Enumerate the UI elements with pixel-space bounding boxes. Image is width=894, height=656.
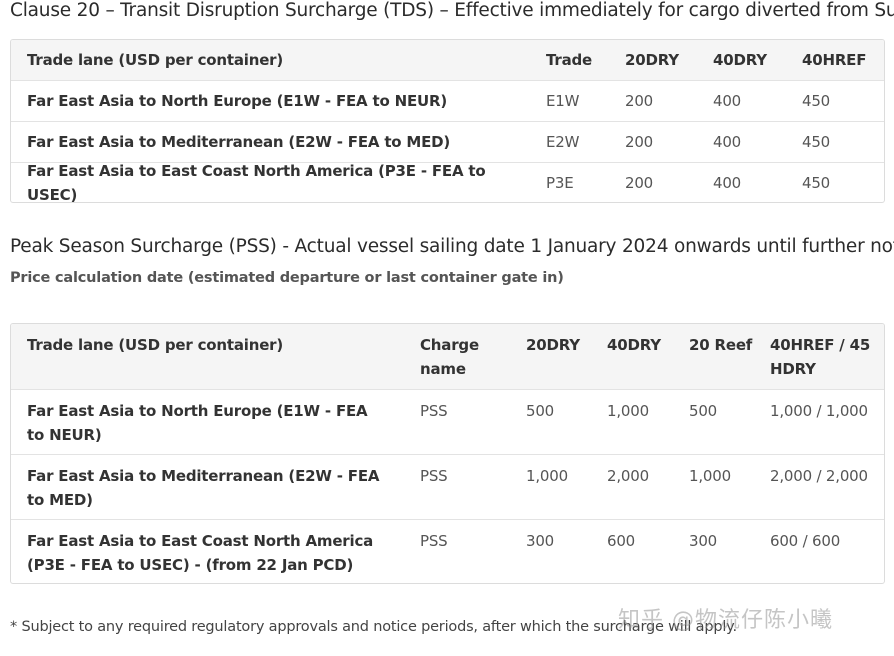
column-header-trade: Trade [546, 51, 593, 69]
column-header-trade-lane: Trade lane (USD per container) [27, 336, 284, 354]
tds-heading: Clause 20 – Transit Disruption Surcharge… [10, 0, 894, 21]
price-cell: 400 [713, 133, 742, 151]
column-header-40href: 40HREF [802, 51, 867, 69]
price-cell: 2,000 [607, 467, 649, 485]
price-cell: 200 [625, 174, 654, 192]
watermark: 知乎 @物流仔陈小曦 [618, 608, 833, 633]
price-cell: 200 [625, 133, 654, 151]
trade-cell: E2W [546, 133, 580, 151]
price-cell: 400 [713, 174, 742, 192]
pss-table: Trade lane (USD per container) Charge na… [10, 323, 885, 584]
table-row: Far East Asia to Mediterranean (E2W - FE… [11, 454, 884, 519]
price-cell: 450 [802, 174, 831, 192]
column-header-charge-name: Charge name [420, 336, 479, 378]
trade-lane-cell: Far East Asia to North Europe (E1W - FEA… [27, 92, 447, 110]
price-cell: 1,000 / 1,000 [770, 402, 868, 420]
column-header-20dry: 20DRY [526, 336, 580, 354]
table-row: Far East Asia to East Coast North Americ… [11, 519, 884, 583]
charge-name-cell: PSS [420, 467, 448, 485]
trade-lane-cell: Far East Asia to North Europe (E1W - FEA… [27, 402, 368, 444]
price-cell: 200 [625, 92, 654, 110]
price-cell: 600 / 600 [770, 532, 841, 550]
price-cell: 500 [526, 402, 555, 420]
price-cell: 400 [713, 92, 742, 110]
table-row: Far East Asia to Mediterranean (E2W - FE… [11, 121, 884, 162]
trade-cell: P3E [546, 174, 574, 192]
table-header-row: Trade lane (USD per container) Charge na… [11, 324, 884, 389]
tds-table: Trade lane (USD per container) Trade 20D… [10, 39, 885, 203]
pss-heading: Peak Season Surcharge (PSS) - Actual ves… [10, 236, 894, 257]
price-cell: 500 [689, 402, 718, 420]
price-cell: 2,000 / 2,000 [770, 467, 868, 485]
price-cell: 300 [689, 532, 718, 550]
price-cell: 450 [802, 133, 831, 151]
trade-lane-cell: Far East Asia to Mediterranean (E2W - FE… [27, 467, 380, 509]
column-header-40dry: 40DRY [607, 336, 661, 354]
price-cell: 1,000 [607, 402, 649, 420]
charge-name-cell: PSS [420, 532, 448, 550]
column-header-20dry: 20DRY [625, 51, 679, 69]
trade-cell: E1W [546, 92, 580, 110]
price-cell: 300 [526, 532, 555, 550]
price-cell: 600 [607, 532, 636, 550]
table-header-row: Trade lane (USD per container) Trade 20D… [11, 40, 884, 80]
trade-lane-cell: Far East Asia to East Coast North Americ… [27, 162, 486, 203]
price-cell: 450 [802, 92, 831, 110]
trade-lane-cell: Far East Asia to Mediterranean (E2W - FE… [27, 133, 451, 151]
price-cell: 1,000 [526, 467, 568, 485]
column-header-40dry: 40DRY [713, 51, 767, 69]
table-row: Far East Asia to North Europe (E1W - FEA… [11, 389, 884, 454]
charge-name-cell: PSS [420, 402, 448, 420]
column-header-40href-45hdry: 40HREF / 45 HDRY [770, 336, 871, 378]
column-header-trade-lane: Trade lane (USD per container) [27, 51, 284, 69]
table-row: Far East Asia to East Coast North Americ… [11, 162, 884, 203]
trade-lane-cell: Far East Asia to East Coast North Americ… [27, 532, 374, 574]
pss-subheading: Price calculation date (estimated depart… [10, 270, 564, 286]
price-cell: 1,000 [689, 467, 731, 485]
table-row: Far East Asia to North Europe (E1W - FEA… [11, 80, 884, 121]
column-header-20-reef: 20 Reef [689, 336, 753, 354]
footnote: * Subject to any required regulatory app… [10, 619, 737, 635]
